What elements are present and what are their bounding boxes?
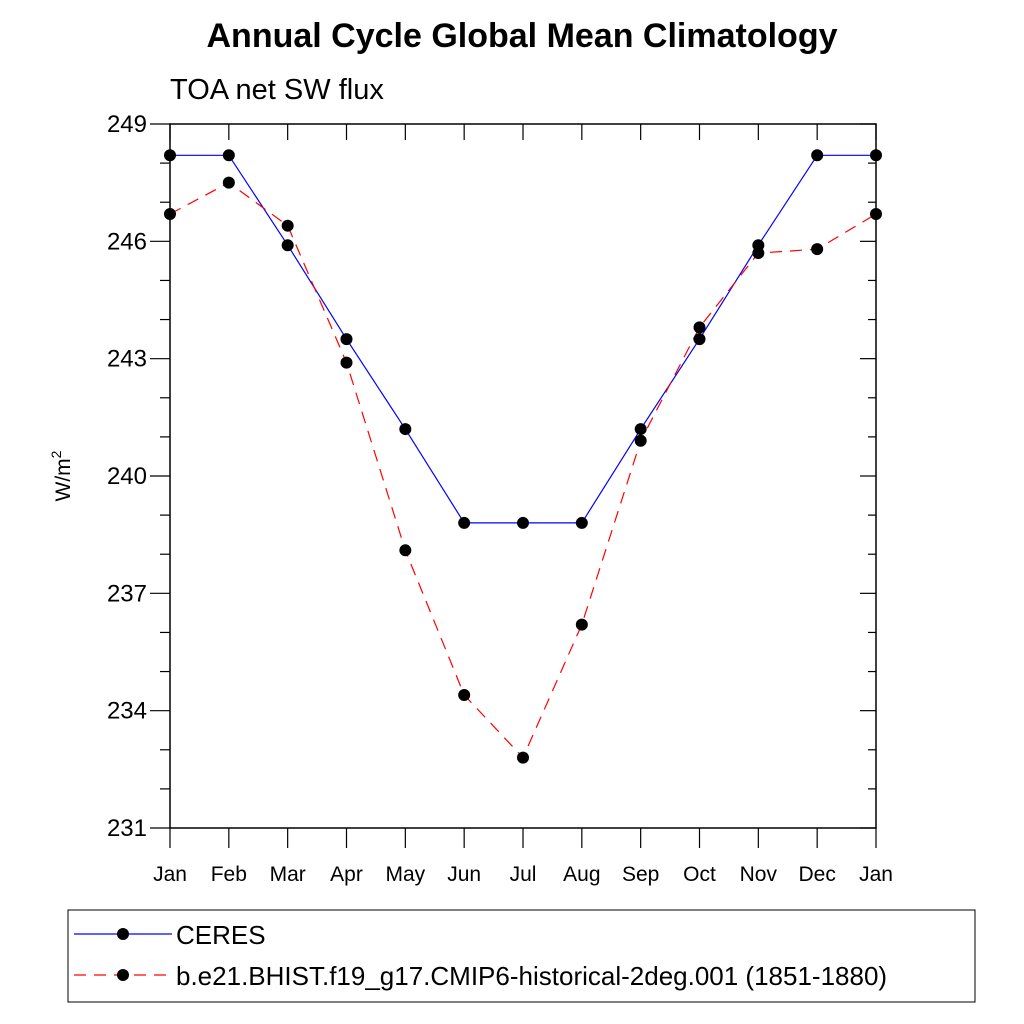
y-tick-label: 246 (107, 228, 147, 255)
series-1-point (281, 219, 294, 232)
series-line-1 (169, 181, 877, 759)
x-tick-label: Oct (683, 863, 716, 886)
series-layer (164, 149, 882, 764)
x-tick-label: Feb (211, 863, 247, 886)
x-tick-label: Aug (563, 863, 600, 886)
series-1-point (575, 618, 588, 631)
series-0-point (222, 149, 235, 162)
x-tick-labels: Jan Feb Mar Apr May Jun Jul Aug Sep Oct Nov Dec Jan (153, 863, 893, 886)
x-tick-label: Mar (270, 863, 306, 886)
legend-marker-ceres (117, 928, 129, 940)
series-0-point (870, 149, 882, 162)
series-1-point (870, 207, 882, 220)
series-1-point (517, 751, 529, 764)
series-0-point (281, 239, 294, 252)
x-tick-label: Sep (622, 863, 659, 886)
series-0-point (399, 423, 412, 436)
series-0-point (693, 333, 706, 346)
y-tick-label: 240 (107, 463, 147, 490)
y-tick-label: 237 (107, 580, 147, 607)
series-0-point (340, 333, 353, 346)
x-tick-label: Jul (510, 863, 537, 886)
series-0-point (164, 149, 176, 162)
series-1-point (222, 176, 235, 189)
x-tick-label: Jan (859, 863, 893, 886)
y-axis-label-base: W/m (52, 458, 75, 501)
y-axis-label-superscript: 2 (48, 450, 64, 458)
series-1-point (164, 207, 176, 220)
series-0-point (458, 516, 471, 529)
x-tick-label: May (385, 863, 425, 886)
legend-label-ceres: CERES (176, 920, 266, 950)
series-1-point (693, 321, 706, 334)
x-tick-label: Dec (798, 863, 835, 886)
y-tick-label: 234 (107, 698, 147, 725)
axis-ticks (150, 123, 877, 848)
x-tick-label: Apr (330, 863, 363, 886)
series-1-point (752, 247, 765, 260)
series-1-point (340, 356, 353, 369)
series-line-0 (170, 154, 876, 524)
series-0-point (634, 423, 647, 436)
plot-frame (169, 123, 877, 829)
series-1-point (811, 243, 824, 256)
legend-marker-model (117, 969, 129, 981)
x-tick-label: Nov (740, 863, 778, 886)
chart-title: Annual Cycle Global Mean Climatology (207, 17, 838, 55)
series-0-point (575, 516, 588, 529)
y-tick-labels: 249 246 243 240 237 234 231 (107, 111, 147, 842)
y-tick-label: 243 (107, 346, 147, 373)
legend-box (67, 909, 976, 1003)
series-1-point (634, 434, 647, 447)
series-1-point (399, 544, 412, 557)
legend: CERES b.e21.BHIST.f19_g17.CMIP6-historic… (67, 909, 976, 1003)
y-axis-label: W/m2 (48, 450, 75, 501)
legend-label-model: b.e21.BHIST.f19_g17.CMIP6-historical-2de… (176, 961, 887, 991)
series-1-point (458, 689, 471, 702)
x-tick-label: Jan (153, 863, 187, 886)
y-tick-label: 231 (107, 815, 147, 842)
chart-subtitle: TOA net SW flux (170, 74, 384, 106)
series-0-point (517, 516, 529, 529)
series-0-point (811, 149, 824, 162)
y-tick-label: 249 (107, 111, 147, 138)
x-tick-label: Jun (447, 863, 481, 886)
